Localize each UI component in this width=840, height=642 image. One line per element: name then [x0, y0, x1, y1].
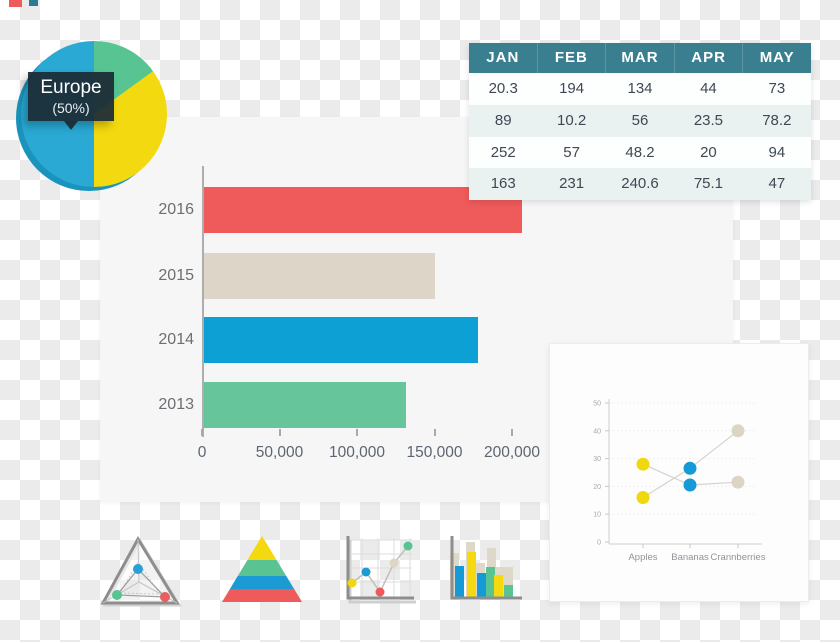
y-tick-label: 30	[593, 456, 601, 463]
axis-tick-label: 100,000	[328, 444, 386, 461]
scatter-plot: 0 10 20 30 40 50 Apples Bananas Crannberries	[593, 399, 766, 563]
table-cell: 240.6	[621, 175, 659, 193]
column-header: JAN	[486, 49, 520, 66]
axis-tick-label: 0	[197, 444, 207, 461]
category-label: 2013	[158, 396, 194, 413]
data-point	[731, 424, 745, 438]
table-cell: 231	[559, 175, 585, 193]
table-cell: 57	[563, 143, 580, 161]
radar-point-blue	[133, 564, 143, 574]
bar-2015	[204, 253, 435, 299]
y-tick-label: 0	[597, 540, 601, 547]
cropped-shape-red	[9, 0, 22, 7]
tooltip-value: (50%)	[52, 100, 90, 116]
table-cell: 20	[700, 143, 717, 161]
table-cell: 252	[490, 143, 516, 161]
pyramid-chart-icon	[222, 536, 302, 602]
table-row: 252 57 48.2 20 94	[469, 136, 811, 169]
category-label: 2016	[158, 201, 194, 218]
table-cell: 23.5	[693, 111, 724, 129]
table-cell: 75.1	[693, 175, 724, 193]
category-label: 2014	[158, 331, 194, 348]
table-cell: 47	[768, 175, 786, 193]
line-chart-icon	[346, 536, 416, 604]
tooltip-arrow-icon	[64, 121, 78, 130]
axis-tick	[201, 429, 203, 436]
bar-2016	[204, 187, 522, 233]
cropped-shape-teal	[29, 0, 38, 6]
table-cell: 20.3	[488, 80, 518, 97]
axis-tick	[433, 429, 436, 436]
axis-tick	[278, 429, 281, 436]
data-point	[683, 478, 697, 492]
table-cell: 163	[490, 175, 516, 193]
y-tick-label: 50	[593, 401, 601, 408]
radar-chart-icon	[100, 536, 182, 607]
tooltip-label: Europe	[40, 77, 102, 98]
table-cell: 134	[627, 80, 653, 97]
column-header: APR	[673, 43, 743, 73]
radar-point-red	[160, 592, 170, 602]
table-body: 20.3 194 134 44 73 89 10.2 56 23.5 78.2 252 57 48.2 2…	[469, 73, 811, 201]
table-row: 89 10.2 56 23.5 78.2	[469, 104, 811, 137]
table-cell: 89	[494, 111, 512, 129]
axis-tick	[356, 429, 358, 436]
bar-2014	[204, 317, 479, 363]
table-cell: 194	[559, 80, 585, 97]
axis-tick-label: 50,000	[255, 444, 304, 461]
data-point	[636, 491, 650, 504]
category-label: Bananas	[671, 552, 709, 563]
radar-point-green	[112, 590, 122, 600]
bar-chart-y-axis-line	[202, 166, 204, 437]
table-header-row: JAN FEB MAR APR MAY	[469, 43, 811, 73]
column-header: FEB	[536, 43, 606, 73]
y-tick-label: 20	[593, 484, 601, 491]
data-point	[683, 461, 697, 475]
table-cell: 10.2	[557, 111, 587, 129]
category-label: Crannberries	[711, 552, 766, 563]
data-table: JAN FEB MAR APR MAY 20.3 194 134 44 73 89 10.2 56 23…	[469, 43, 811, 201]
pie-tooltip: Europe (50%)	[28, 72, 114, 130]
axis-tick-label: 150,000	[406, 444, 463, 461]
table-row: 20.3 194 134 44 73	[469, 73, 811, 105]
table-cell: 78.2	[762, 111, 792, 129]
category-label: Apples	[628, 552, 657, 563]
data-point	[636, 457, 650, 471]
table-cell: 94	[768, 143, 786, 161]
table-cell: 56	[631, 111, 649, 129]
column-header: MAR	[605, 43, 674, 73]
table-row: 163 231 240.6 75.1 47	[469, 168, 811, 201]
column-header: MAY	[742, 43, 811, 73]
axis-tick-label: 200,000	[483, 444, 541, 461]
y-tick-label: 40	[593, 428, 601, 435]
table-cell: 44	[700, 80, 717, 97]
axis-tick	[511, 429, 513, 436]
bar-2013	[204, 382, 407, 428]
table-cell: 73	[768, 80, 786, 97]
data-point	[731, 475, 745, 489]
table-cell: 48.2	[625, 143, 655, 161]
bar-chart-icon	[450, 536, 522, 600]
y-tick-label: 10	[593, 512, 601, 519]
category-label: 2015	[158, 267, 194, 284]
scatter-chart-panel: 0 10 20 30 40 50 Apples Bananas Crannberries	[549, 343, 809, 602]
